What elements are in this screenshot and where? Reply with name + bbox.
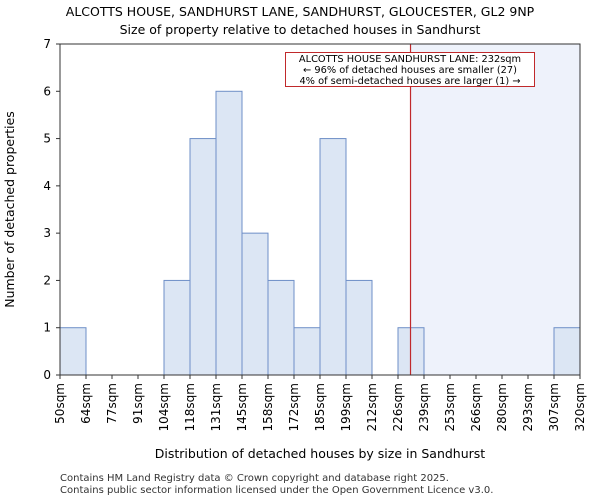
x-tick-label: 64sqm	[79, 383, 93, 424]
chart-subtitle: Size of property relative to detached ho…	[119, 22, 481, 37]
annotation-line-1: ALCOTTS HOUSE SANDHURST LANE: 232sqm	[298, 54, 522, 65]
annotation-line-2: ← 96% of detached houses are smaller (27…	[303, 65, 517, 77]
y-tick-label: 6	[43, 84, 51, 98]
y-axis-label: Number of detached properties	[2, 111, 17, 308]
x-tick-label: 239sqm	[417, 383, 431, 431]
x-tick-label: 320sqm	[573, 383, 587, 431]
histogram-bar	[215, 90, 243, 376]
x-tick-label: 307sqm	[547, 383, 561, 431]
x-tick-label: 253sqm	[443, 383, 457, 431]
y-tick-label: 7	[43, 37, 51, 51]
histogram-bar	[553, 327, 581, 376]
x-tick-label: 104sqm	[157, 383, 171, 431]
larger-than-property-region	[410, 44, 580, 375]
x-tick-label: 266sqm	[469, 383, 483, 431]
histogram-bar	[293, 327, 321, 376]
x-tick-label: 118sqm	[183, 383, 197, 431]
histogram-bar	[163, 279, 191, 376]
chart-title: ALCOTTS HOUSE, SANDHURST LANE, SANDHURST…	[65, 4, 535, 19]
y-tick-label: 1	[43, 321, 51, 335]
x-tick-label: 280sqm	[495, 383, 509, 431]
footer-copyright: Contains HM Land Registry data © Crown c…	[60, 473, 449, 484]
property-annotation-box: ALCOTTS HOUSE SANDHURST LANE: 232sqm ← 9…	[285, 52, 535, 87]
x-tick-label: 145sqm	[235, 383, 249, 431]
x-tick-label: 91sqm	[131, 383, 145, 424]
histogram-bar	[345, 279, 373, 376]
y-tick-label: 2	[43, 273, 51, 287]
histogram-bar	[59, 327, 87, 376]
x-tick-label: 293sqm	[521, 383, 535, 431]
histogram-bar	[319, 138, 347, 376]
x-tick-label: 226sqm	[391, 383, 405, 431]
y-tick-label: 0	[43, 368, 51, 382]
histogram-bar	[189, 138, 217, 376]
x-tick-label: 77sqm	[105, 383, 119, 424]
x-tick-label: 185sqm	[313, 383, 327, 431]
x-tick-label: 131sqm	[209, 383, 223, 431]
y-tick-label: 3	[43, 226, 51, 240]
histogram-bar	[241, 232, 269, 376]
x-tick-label: 172sqm	[287, 383, 301, 431]
annotation-line-3: 4% of semi-detached houses are larger (1…	[299, 76, 521, 88]
y-tick-label: 4	[43, 179, 51, 193]
footer-licence: Contains public sector information licen…	[60, 485, 494, 496]
x-tick-label: 158sqm	[261, 383, 275, 431]
x-tick-label: 199sqm	[339, 383, 353, 431]
histogram-bar	[267, 279, 295, 376]
x-axis-label: Distribution of detached houses by size …	[155, 446, 486, 461]
x-tick-label: 50sqm	[53, 383, 67, 424]
y-tick-label: 5	[43, 132, 51, 146]
x-tick-label: 212sqm	[365, 383, 379, 431]
